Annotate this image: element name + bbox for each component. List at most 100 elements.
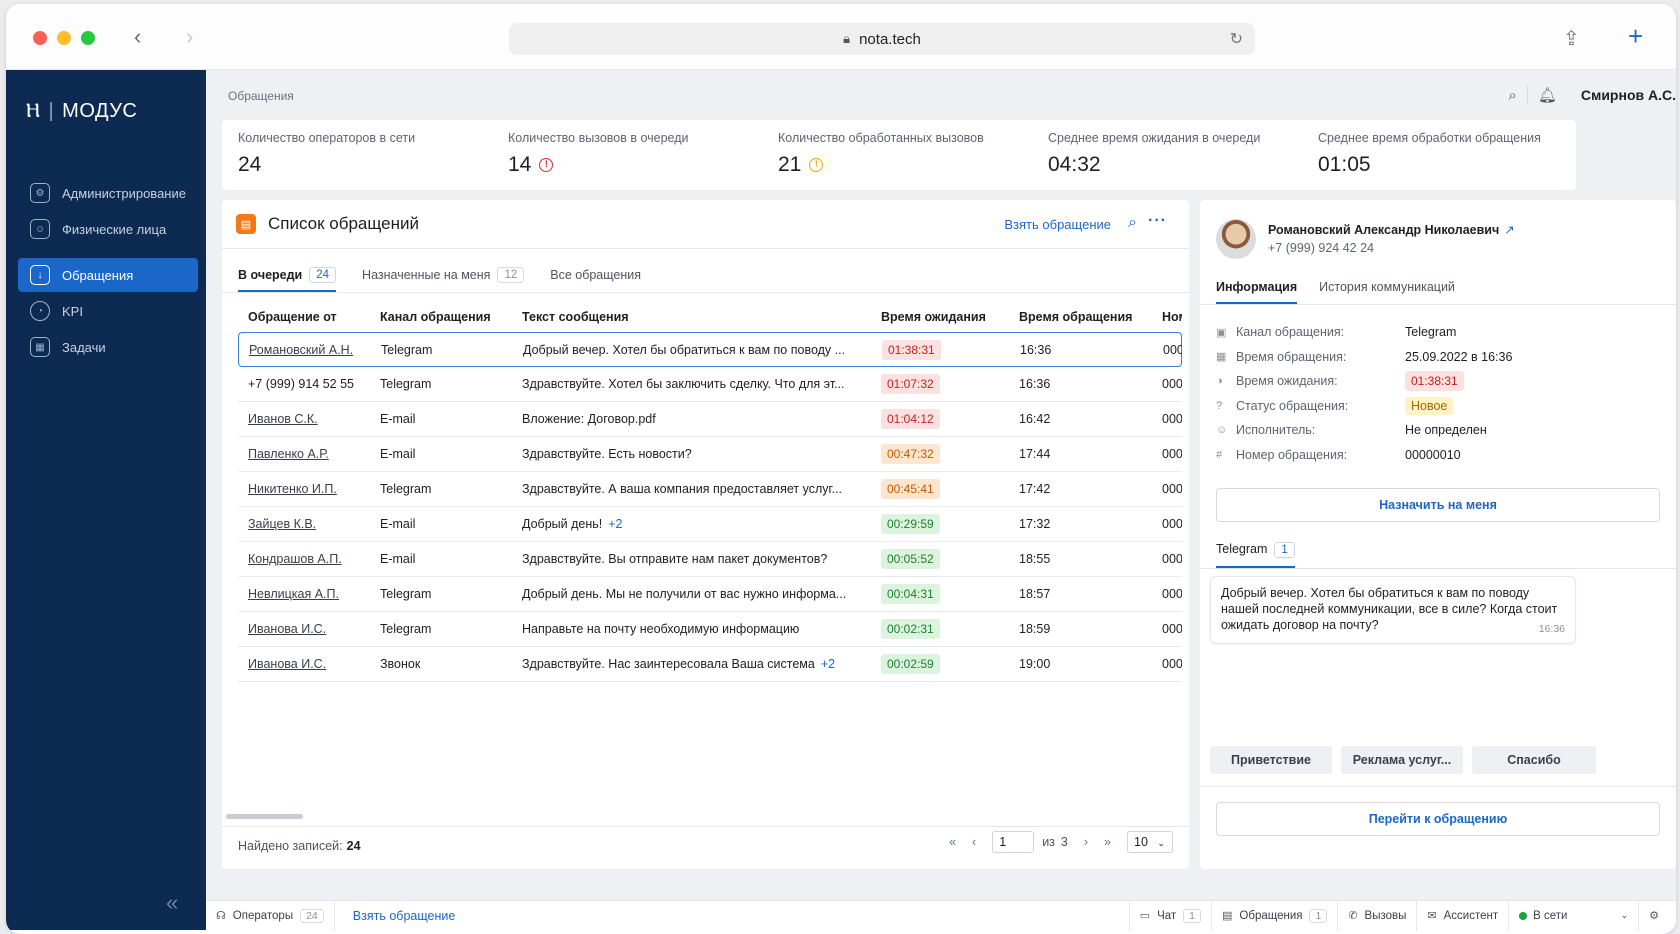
search-icon[interactable]: ⌕ [1508,86,1517,104]
quick-reply-greeting[interactable]: Приветствие [1210,746,1332,774]
row-from[interactable]: Никитенко И.П. [238,482,380,496]
contact-name[interactable]: Романовский Александр Николаевич ↗ [1268,222,1515,237]
forward-arrow-icon[interactable]: › [186,24,194,49]
request-detail-panel: Романовский Александр Николаевич ↗ +7 (99… [1200,200,1676,869]
column-header[interactable]: Канал обращения [380,310,491,324]
table-header: Обращение от Канал обращения Текст сообщ… [238,302,1182,332]
stat-processed-calls: Количество обработанных вызовов 21! [762,120,1040,190]
stat-value: 21 [778,153,802,176]
row-from[interactable]: Зайцев К.В. [238,517,380,531]
column-header[interactable]: Время ожидания [881,310,986,324]
more-icon[interactable]: ··· [1148,212,1167,229]
page-input[interactable]: 1 [992,831,1035,853]
settings-gear-icon[interactable]: ⚙ [1639,901,1676,931]
row-message: Вложение: Договор.pdf [522,412,881,426]
sidebar-item-persons[interactable]: ☺ Физические лица [18,212,198,246]
attachments-more[interactable]: +2 [608,517,623,531]
table-row[interactable]: Никитенко И.П. Telegram Здравствуйте. А ва… [238,472,1182,507]
info-value: Telegram [1405,325,1457,339]
address-bar[interactable]: 🔒︎ nota.tech ↻ [509,23,1255,55]
attachments-more[interactable]: +2 [820,657,836,671]
last-page-icon[interactable]: » [1104,835,1111,849]
tab-information[interactable]: Информация [1216,274,1298,304]
statusbar-take-request-button[interactable]: Взять обращение [352,908,456,923]
row-from-text: Иванова И.С. [248,622,327,636]
requests-list-panel: ▤ Список обращений Взять обращение ⌕ ···… [222,200,1189,869]
assistant-indicator[interactable]: ✉ Ассистент [1417,900,1510,931]
row-wait: 01:07:32 [881,374,1019,394]
row-from[interactable]: Иванова И.С. [238,657,380,671]
sidebar-item-requests[interactable]: ↓ Обращения [18,258,198,292]
table-row[interactable]: Иванова И.С. Telegram Направьте на почту н… [238,612,1182,647]
row-from-text: Павленко А.Р. [248,447,329,461]
per-page-select[interactable]: 10 ⌄ [1127,831,1173,853]
wait-time-badge: 01:07:32 [881,374,940,394]
row-from[interactable]: Кондрашов А.П. [238,552,380,566]
row-from[interactable]: Романовский А.Н. [239,343,381,357]
table-row[interactable]: Иванова И.С. Звонок Здравствуйте. Нас заин… [238,647,1182,682]
table-row[interactable]: Иванов С.К. E-mail Вложение: Договор.pdf 01… [238,402,1182,437]
tab-assigned-to-me[interactable]: Назначенные на меня 12 [362,258,525,292]
chat-indicator[interactable]: ▭ Чат 1 [1128,900,1213,931]
table-row[interactable]: +7 (999) 914 52 55 Telegram Здравствуйте. … [238,367,1182,402]
table-row[interactable]: Зайцев К.В. E-mail Добрый день! +2 00:29:59 1… [238,507,1182,542]
go-to-request-button[interactable]: Перейти к обращению [1216,802,1660,836]
search-icon[interactable]: ⌕ [1128,214,1137,231]
prev-page-icon[interactable]: ‹ [972,835,977,849]
calls-indicator[interactable]: ✆ Вызовы [1338,900,1418,931]
next-page-icon[interactable]: › [1083,835,1089,849]
tab-all-requests[interactable]: Все обращения [550,258,641,292]
list-title: Список обращений [268,214,420,233]
quick-reply-ads[interactable]: Реклама услуг... [1341,746,1463,774]
breadcrumb[interactable]: Обращения [228,89,294,103]
tab-communication-history[interactable]: История коммуникаций [1319,280,1455,294]
row-from[interactable]: Павленко А.Р. [238,447,380,461]
online-status-select[interactable]: В сети ⌄ [1509,900,1640,931]
row-message: Здравствуйте. А ваша компания предоставл… [522,482,881,496]
user-name[interactable]: Смирнов А.С. [1580,87,1676,103]
maximize-window-button[interactable] [81,31,95,45]
sidebar-item-kpi[interactable]: ◔ KPI [18,294,198,328]
sidebar-item-label: KPI [62,303,83,319]
external-link-icon[interactable]: ↗ [1504,223,1515,237]
sidebar-item-tasks[interactable]: ▦ Задачи [18,330,198,364]
column-header[interactable]: Обращение от [248,310,337,324]
row-from[interactable]: Иванова И.С. [238,622,380,636]
logo[interactable]: Ⲏ | МОДУС [26,100,138,122]
minimize-window-button[interactable] [57,31,71,45]
column-header[interactable]: Номер об [1162,310,1182,324]
pagination: « ‹ 1 из 3 › » 10 ⌄ [941,831,1173,853]
first-page-icon[interactable]: « [949,835,957,849]
new-tab-icon[interactable]: + [1628,21,1644,51]
chat-label: Чат [1157,909,1177,922]
row-from[interactable]: Невлицкая А.П. [238,587,380,601]
assign-to-me-button[interactable]: Назначить на меня [1216,488,1660,522]
table-row[interactable]: Кондрашов А.П. E-mail Здравствуйте. Вы отп… [238,542,1182,577]
back-arrow-icon[interactable]: ‹ [134,24,142,49]
column-header[interactable]: Текст сообщения [522,310,629,324]
tab-telegram[interactable]: Telegram 1 [1216,540,1295,568]
row-number: 00000004 [1162,552,1182,566]
take-request-button[interactable]: Взять обращение [1004,217,1111,232]
row-from[interactable]: Иванов С.К. [238,412,380,426]
quick-reply-thanks[interactable]: Спасибо [1472,746,1596,774]
table-row[interactable]: Невлицкая А.П. Telegram Добрый день. Мы не… [238,577,1182,612]
close-window-button[interactable] [33,31,47,45]
header-actions: ⌕ 🔔︎ Смирнов А.С. [1498,84,1676,106]
info-key: Время обращения: [1236,349,1347,364]
requests-indicator[interactable]: ▤ Обращения 1 [1212,900,1339,931]
sidebar-item-admin[interactable]: ⚙ Администрирование [18,176,198,210]
bell-icon[interactable]: 🔔︎ [1537,87,1557,104]
row-from-text: Романовский А.Н. [249,342,354,357]
tab-label: Назначенные на меня [362,268,491,282]
horizontal-scrollbar[interactable] [226,814,303,819]
table-row[interactable]: Романовский А.Н. Telegram Добрый вечер. Хо… [238,332,1182,367]
table-row[interactable]: Павленко А.Р. E-mail Здравствуйте. Есть но… [238,437,1182,472]
share-icon[interactable]: ⇪ [1563,28,1580,50]
collapse-sidebar-icon[interactable]: « [166,890,179,915]
reload-icon[interactable]: ↻ [1229,31,1243,48]
column-header[interactable]: Время обращения [1019,310,1133,324]
operators-indicator[interactable]: ☊ Операторы 24 [206,900,335,931]
tab-in-queue[interactable]: В очереди 24 [238,258,337,292]
info-row: ☺ Исполнитель: Не определен [1216,420,1487,440]
